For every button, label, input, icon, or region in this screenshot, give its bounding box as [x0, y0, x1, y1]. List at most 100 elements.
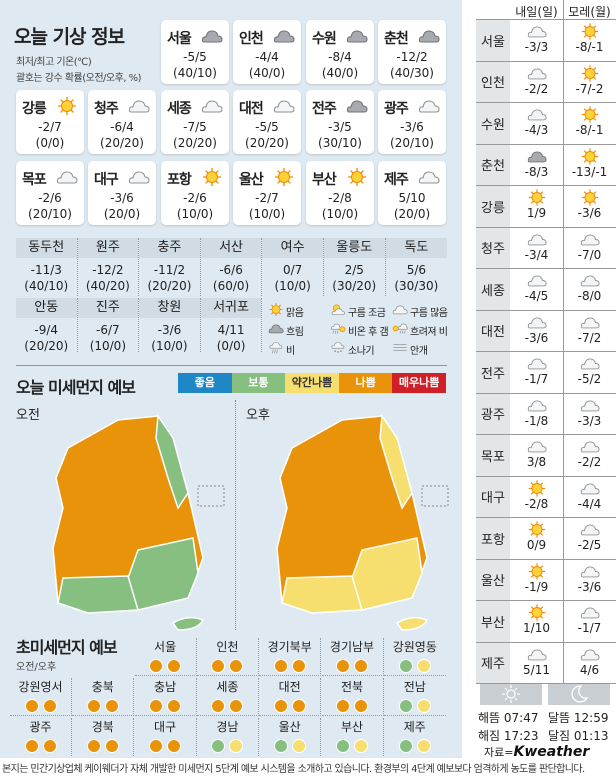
forecast-dots	[384, 699, 446, 713]
city-card: 울산 -2/7 (10/0)	[233, 161, 301, 225]
forecast-temp: -2/2	[577, 455, 602, 469]
region-name: 경기남부	[329, 640, 375, 654]
station-name: 안동	[16, 298, 77, 318]
sun-icon	[510, 604, 563, 621]
pm-level-dot	[104, 739, 119, 753]
forecast-row: 목포 3/8 -2/2	[476, 435, 616, 477]
pm-level-dot	[416, 739, 431, 753]
cloud-icon	[510, 65, 563, 82]
tomorrow-forecast: 5/11	[510, 643, 563, 677]
source: 자료=Kweather	[484, 744, 589, 760]
tomorrow-forecast: -4/3	[510, 103, 563, 137]
city-precip: (0/0)	[35, 136, 65, 150]
city-temp: -2/8	[328, 191, 352, 205]
forecast-temp: -4/4	[577, 496, 602, 511]
city-temp: -2/6	[38, 191, 62, 205]
pm-level-dot	[167, 739, 182, 753]
region-name: 서울	[154, 640, 177, 654]
map-region-east-coast	[155, 413, 189, 510]
city-temp: -3/6	[110, 191, 134, 205]
forecast-temp: -3/6	[577, 579, 602, 594]
cloud-icon	[563, 563, 616, 580]
region-name: 전북	[340, 680, 364, 694]
sun-icon	[510, 562, 563, 580]
sun-icon	[510, 479, 563, 497]
ultra-region: 강원영동	[383, 638, 446, 676]
pm-level-dot	[167, 659, 182, 673]
day-after-forecast: -3/6	[563, 186, 616, 220]
forecast-row: 인천 -2/2 -7/-2	[476, 61, 616, 103]
pm-level-dot	[229, 699, 244, 713]
station-temp: 0/7	[282, 263, 303, 277]
ultra-region: 부산	[322, 718, 384, 756]
forecast-dots	[10, 739, 71, 753]
cloud-icon	[563, 314, 616, 331]
day-after-forecast: -8/0	[563, 269, 616, 303]
station-cell: 충주 -11/2 (20/20)	[139, 238, 201, 296]
forecast-temp: 1/9	[526, 206, 547, 220]
legend-label: 비	[286, 345, 295, 357]
station-name: 동두천	[16, 238, 77, 258]
forecast-row: 춘천 -8/3 -13/-1	[476, 144, 616, 186]
forecast-row: 대전 -3/6 -7/2	[476, 310, 616, 352]
forecast-city: 인천	[476, 61, 510, 102]
pm-title: 오늘 미세먼지 예보	[16, 378, 136, 397]
forecast-temp: -3/6	[524, 330, 549, 345]
cloud-icon	[510, 646, 563, 663]
station-cell: 창원 -3/6 (10/0)	[139, 298, 201, 353]
city-precip: (20/20)	[100, 136, 144, 150]
station-precip: (40/20)	[85, 279, 130, 293]
forecast-dots	[322, 739, 383, 753]
am-level-dot	[273, 699, 288, 713]
forecast-row: 광주 -1/8 -3/3	[476, 393, 616, 435]
map-region-jeju	[171, 616, 205, 631]
am-level-dot	[336, 699, 350, 713]
subtitle-prob: 괄호는 강수 확률(오전/오후, %)	[16, 73, 142, 84]
am-level-dot	[336, 739, 350, 753]
ultra-region: 전북	[321, 678, 384, 716]
forecast-temp: -3/3	[577, 413, 602, 428]
kweather-logo: Kweather	[513, 744, 590, 760]
forecast-temp: -2/2	[524, 81, 549, 96]
city-name: 인천	[239, 31, 264, 47]
sun-icon	[268, 303, 284, 319]
forecast-row: 부산 1/10 -1/7	[476, 601, 616, 643]
city-temp: -8/4	[328, 50, 352, 64]
city-precip: (20/0)	[103, 207, 141, 221]
am-level-dot	[211, 659, 226, 673]
am-level-dot	[24, 699, 39, 713]
forecast-dots	[10, 699, 71, 713]
forecast-row: 울산 -1/9 -3/6	[476, 559, 616, 601]
pm-level-dot	[354, 699, 368, 713]
tomorrow-forecast: -1/9	[510, 560, 563, 594]
forecast-city: 청주	[476, 227, 510, 268]
city-card: 인천 -4/4 (40/0)	[233, 20, 301, 84]
city-precip: (20/20)	[245, 136, 289, 150]
legend-item: 안개	[392, 341, 428, 357]
region-name: 대구	[154, 720, 177, 734]
forecast-temp: -8/-1	[575, 40, 604, 54]
forecast-temp: -1/7	[577, 621, 602, 635]
region-name: 경남	[216, 720, 239, 734]
fog-icon	[392, 341, 408, 357]
city-temp: -2/7	[255, 191, 279, 205]
city-precip: (20/20)	[173, 136, 217, 150]
cloud-dark-icon	[273, 27, 295, 45]
forecast-city: 세종	[476, 269, 510, 310]
station-name: 여수	[262, 238, 323, 258]
ultra-region: 충남	[134, 678, 197, 716]
legend-item: 맑음	[268, 303, 304, 319]
tomorrow-forecast: -3/3	[510, 20, 563, 54]
ultra-region: 강원영서	[10, 678, 72, 716]
pm-level: 나쁨	[338, 373, 393, 393]
pm-level-dot	[291, 659, 306, 673]
city-temp: 5/10	[398, 191, 426, 205]
region-name: 경기북부	[267, 640, 312, 654]
cloud-icon	[563, 646, 616, 663]
city-card: 제주 5/10 (20/0)	[378, 161, 446, 225]
map-pm-label: 오후	[246, 408, 270, 423]
sunset: 해짐 17:23	[478, 729, 539, 743]
region-name: 강원영서	[18, 680, 63, 694]
pm-level: 좋음	[178, 373, 232, 393]
tomorrow-forecast: 1/10	[510, 601, 563, 635]
